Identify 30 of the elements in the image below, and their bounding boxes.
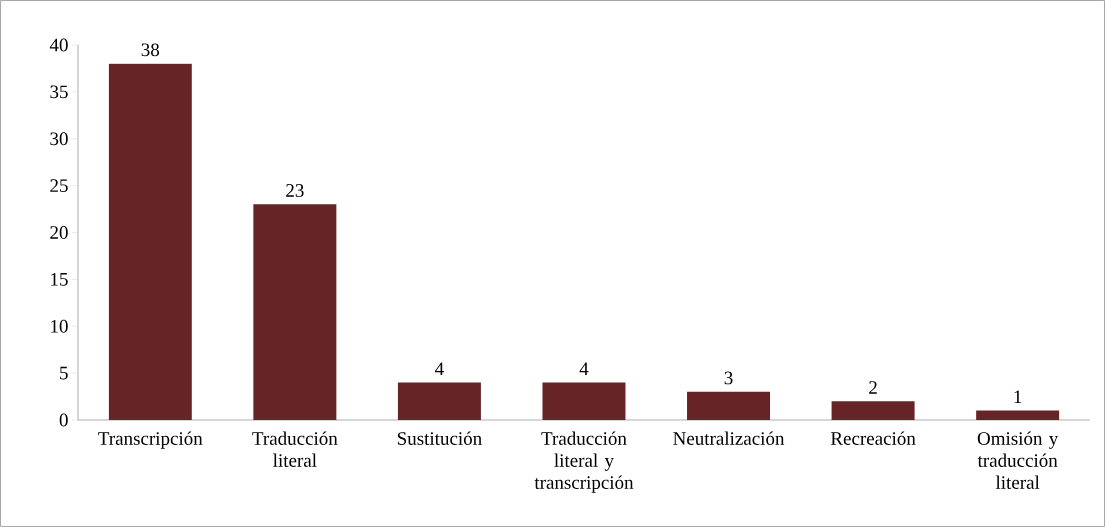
y-tick-label: 0 [59,413,68,427]
bar [397,382,481,420]
bar [831,401,915,420]
bar [542,382,626,420]
data-label: 3 [724,371,733,385]
data-label: 4 [435,362,444,375]
y-tick-label: 30 [50,132,68,146]
y-tick-label: 10 [51,319,68,333]
x-tick-label: Sustitución [397,431,482,445]
y-tick-label: 35 [50,85,68,99]
x-tick-label: Recreación [830,431,916,445]
data-label: 1 [1014,390,1022,404]
y-tick-label: 5 [60,366,68,380]
x-tick-label: Traducción literal [252,431,338,467]
data-label: 38 [141,43,160,57]
y-tick-label: 15 [51,273,68,286]
bar [108,63,192,420]
bar [687,391,771,420]
x-tick-label: Transcripción [98,431,203,449]
data-label: 23 [286,184,304,197]
y-tick-label: 25 [50,179,68,192]
x-tick-label: Traducción literal y transcripción [534,431,634,493]
data-label: 4 [579,362,589,375]
x-tick-label: Omisión y traducción literal [977,431,1059,489]
data-label: 2 [869,381,877,394]
y-tick-label: 40 [49,38,68,52]
bar [253,204,337,420]
x-tick-label: Neutralización [673,431,785,445]
bar [976,410,1060,420]
y-tick-label: 20 [50,226,68,239]
